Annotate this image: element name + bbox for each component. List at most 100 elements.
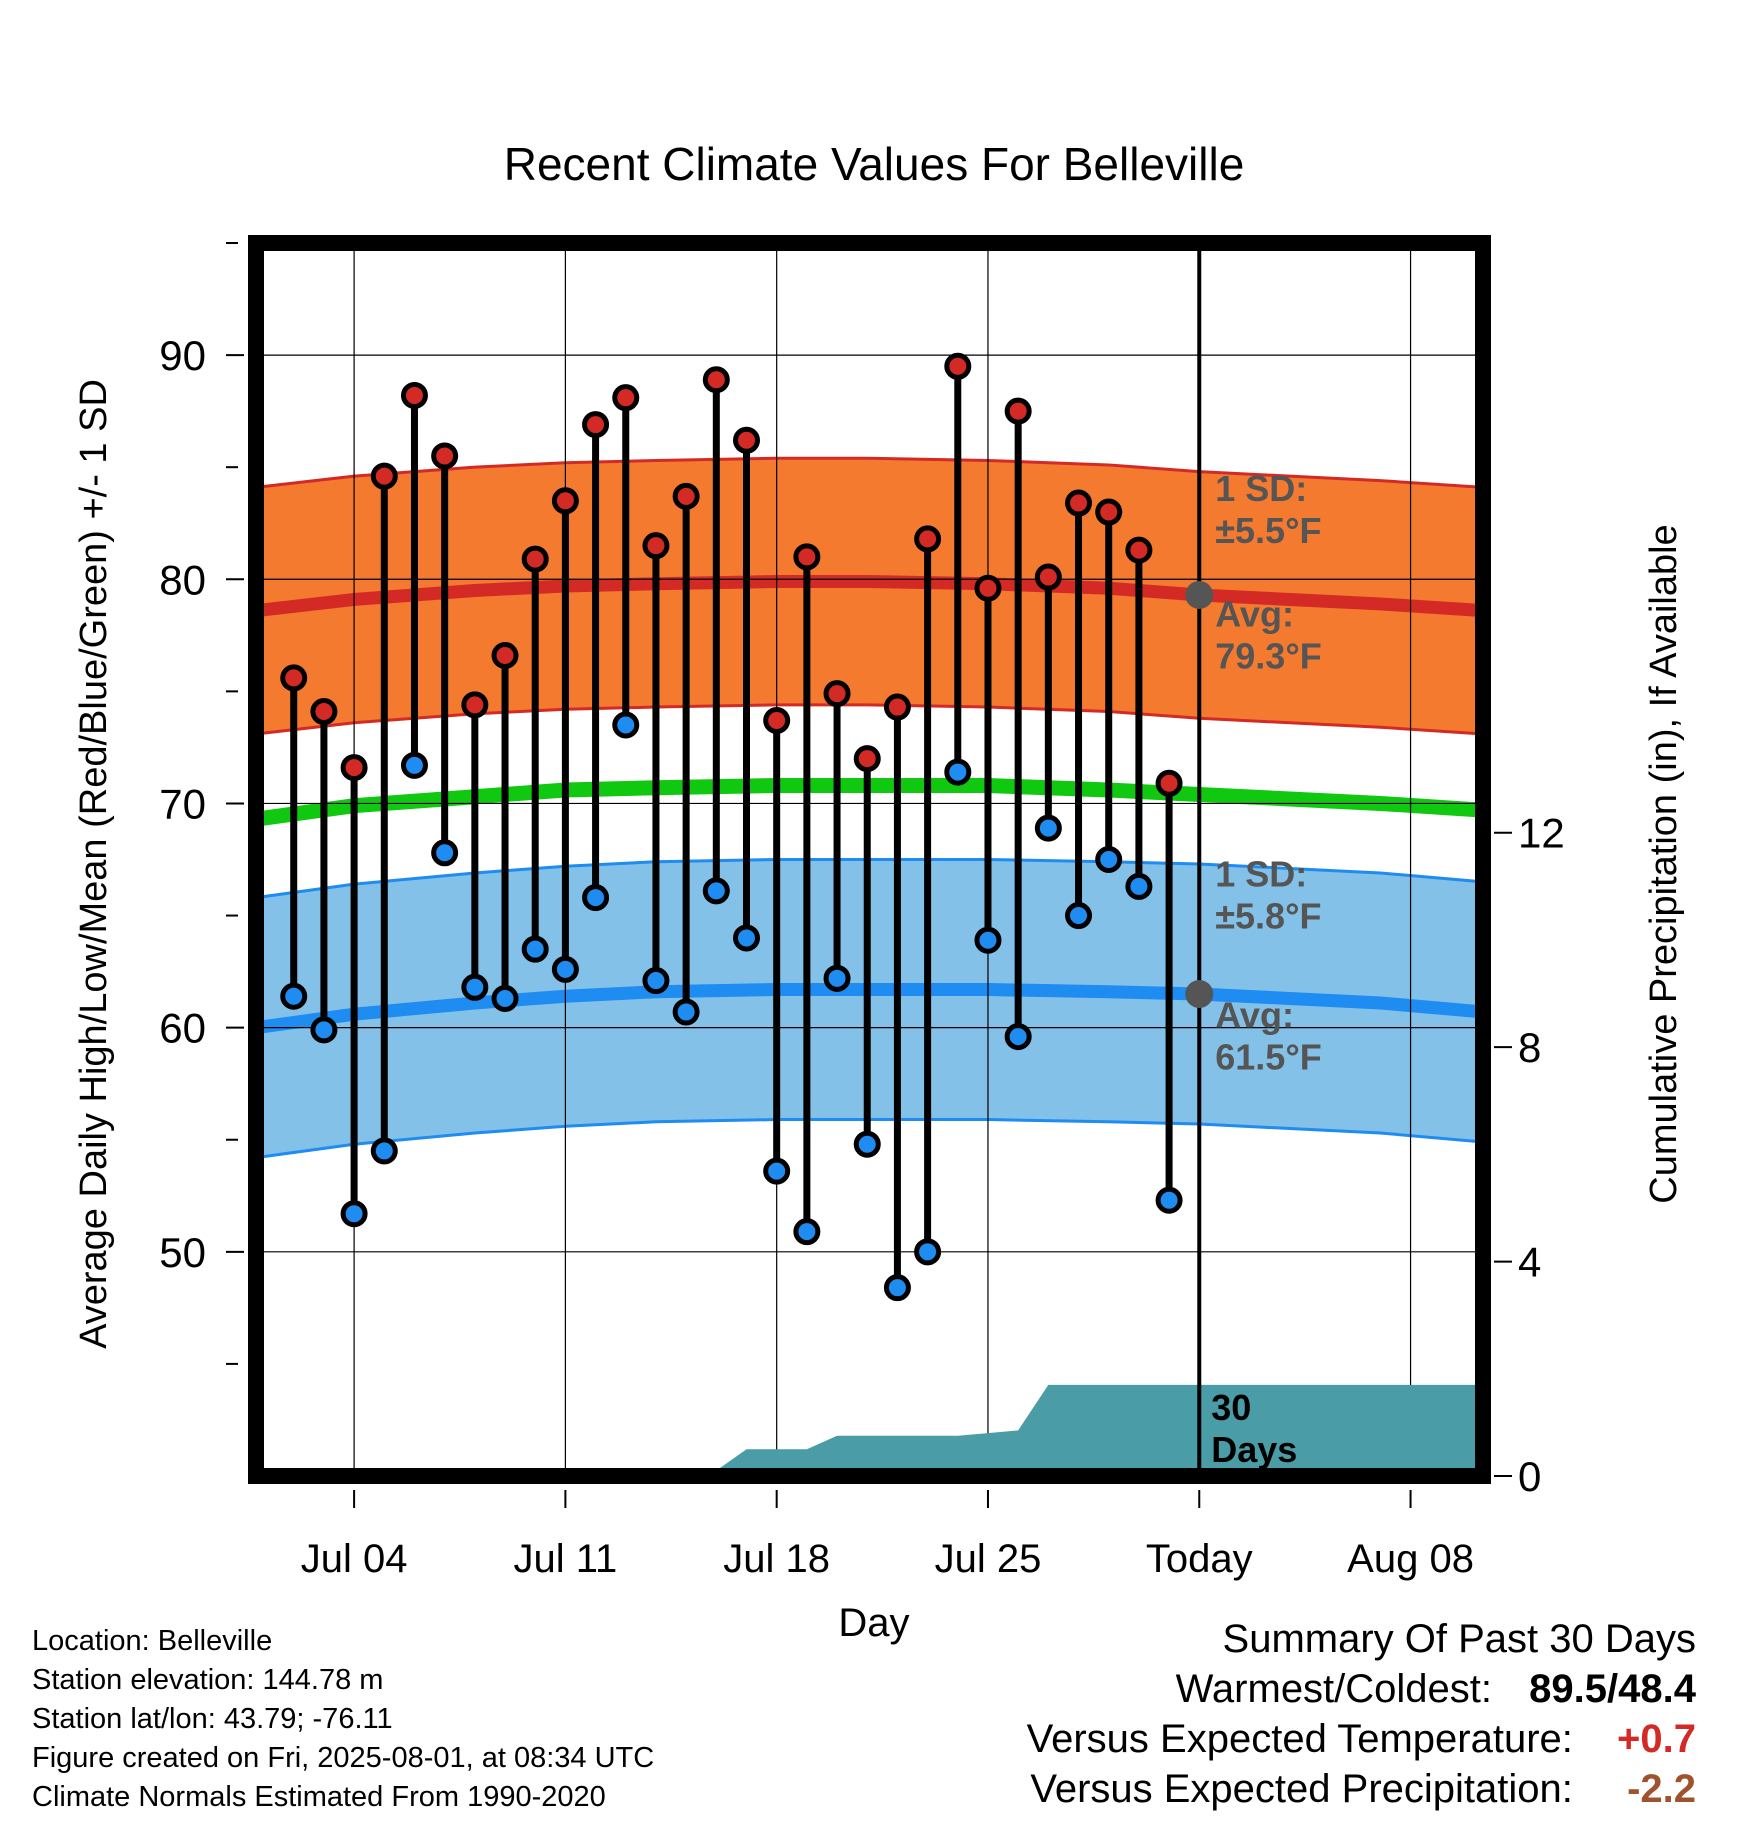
daily-high-point — [702, 366, 730, 394]
precip-area — [256, 1384, 1483, 1476]
high-normal-line — [255, 575, 1484, 618]
y2-tick-label: 12 — [1518, 810, 1565, 857]
summary-temp-label: Versus Expected Temperature: — [1026, 1717, 1573, 1761]
daily-high-point — [551, 487, 579, 515]
summary-precip-label: Versus Expected Precipitation: — [1030, 1767, 1573, 1811]
daily-low-point — [370, 1137, 398, 1165]
y-tick-label: 80 — [159, 556, 206, 603]
daily-low-point — [1095, 846, 1123, 873]
plot-frame — [248, 235, 1491, 1484]
x-tick-label: Jul 04 — [301, 1537, 408, 1581]
daily-low-point — [823, 964, 851, 992]
info-latlon: Station lat/lon: 43.79; -76.11 — [32, 1703, 393, 1735]
summary-heading: Summary Of Past 30 Days — [1222, 1617, 1696, 1661]
daily-low-point — [340, 1200, 368, 1228]
daily-high-point — [853, 745, 881, 773]
daily-low-point — [551, 955, 579, 983]
summary-warmest-high: 89.5 — [1529, 1667, 1608, 1711]
info-location: Location: Belleville — [32, 1625, 273, 1657]
x-tick-label: Today — [1146, 1537, 1253, 1581]
daily-low-point — [914, 1238, 942, 1266]
summary-temp-value: +0.7 — [1617, 1717, 1696, 1761]
thirty-days-annotation: 30 Days — [1211, 1387, 1297, 1470]
daily-high-point — [1155, 769, 1183, 797]
high-band-upper-edge — [255, 456, 1484, 489]
daily-high-point — [491, 641, 519, 669]
info-elevation: Station elevation: 144.78 m — [32, 1664, 384, 1696]
daily-low-point — [280, 982, 308, 1010]
station-info: Location: Belleville Station elevation: … — [32, 1622, 654, 1817]
summary-panel: Summary Of Past 30 Days Warmest/Coldest:… — [1027, 1614, 1696, 1814]
summary-warmest-sep: / — [1607, 1667, 1619, 1711]
info-normals: Climate Normals Estimated From 1990-2020 — [32, 1781, 606, 1813]
x-tick-label: Aug 08 — [1347, 1537, 1474, 1581]
summary-coldest-low: 48.4 — [1618, 1667, 1696, 1711]
daily-low-point — [702, 877, 730, 905]
y-axis-label: Average Daily High/Low/Mean (Red/Blue/Gr… — [73, 379, 115, 1349]
y2-axis-label: Cumulative Precipitation (in), If Availa… — [1643, 524, 1685, 1203]
high-sd-annotation: 1 SD: ±5.5°F — [1215, 468, 1321, 551]
daily-low-point — [672, 998, 700, 1026]
x-axis-label: Day — [838, 1601, 909, 1645]
daily-high-point — [1004, 397, 1032, 425]
daily-high-point — [732, 426, 760, 454]
daily-low-point — [793, 1218, 821, 1246]
summary-warmest-label: Warmest/Coldest: — [1175, 1667, 1493, 1711]
daily-low-point — [461, 973, 489, 1001]
daily-low-point — [883, 1274, 911, 1302]
daily-high-point — [461, 691, 489, 719]
summary-precip-value: -2.2 — [1627, 1767, 1696, 1811]
daily-low-point — [732, 924, 760, 952]
daily-low-point — [582, 884, 610, 912]
daily-low-point — [853, 1130, 881, 1158]
daily-high-point — [280, 664, 308, 692]
y-tick-label: 90 — [159, 332, 206, 379]
daily-high-point — [883, 693, 911, 721]
y2-tick-label: 0 — [1518, 1453, 1541, 1500]
daily-high-point — [310, 698, 338, 726]
daily-low-point — [763, 1157, 791, 1185]
low-avg-annotation: Avg: 61.5°F — [1215, 995, 1321, 1078]
daily-low-point — [1034, 814, 1062, 842]
daily-low-point — [1155, 1186, 1183, 1214]
daily-high-point — [1095, 498, 1123, 526]
daily-high-point — [400, 381, 428, 409]
y2-tick-label: 4 — [1518, 1239, 1541, 1286]
y-tick-label: 50 — [159, 1229, 206, 1276]
high-avg-annotation: Avg: 79.3°F — [1215, 593, 1321, 676]
x-tick-label: Jul 11 — [514, 1537, 618, 1581]
summary-warmest-coldest: Warmest/Coldest: 89.5/48.4 — [1027, 1664, 1696, 1714]
summary-warmest-value: 89.5/48.4 — [1529, 1664, 1696, 1714]
daily-low-point — [1004, 1023, 1032, 1051]
daily-low-point — [521, 935, 549, 963]
y-tick-label: 60 — [159, 1005, 206, 1052]
y-tick-label: 70 — [159, 780, 206, 827]
daily-low-point — [944, 758, 972, 786]
daily-high-point — [582, 411, 610, 439]
low-sd-annotation: 1 SD: ±5.8°F — [1215, 853, 1321, 936]
summary-temp-row: Versus Expected Temperature: +0.7 — [1027, 1714, 1696, 1764]
daily-low-point — [1125, 872, 1153, 900]
daily-high-point — [793, 543, 821, 571]
chart-title: Recent Climate Values For Belleville — [504, 138, 1245, 190]
y2-tick-label: 8 — [1518, 1024, 1541, 1071]
daily-high-point — [370, 462, 398, 490]
daily-low-point — [400, 751, 428, 779]
daily-high-point — [823, 680, 851, 708]
daily-low-point — [612, 711, 640, 739]
x-tick-label: Jul 25 — [935, 1537, 1042, 1581]
summary-precip-row: Versus Expected Precipitation: -2.2 — [1027, 1764, 1696, 1814]
info-created: Figure created on Fri, 2025-08-01, at 08… — [32, 1742, 655, 1774]
daily-high-point — [974, 574, 1002, 602]
daily-low-point — [310, 1016, 338, 1044]
daily-high-point — [914, 525, 942, 553]
daily-high-point — [340, 754, 368, 782]
daily-high-point — [944, 352, 972, 380]
daily-high-point — [1065, 489, 1093, 517]
daily-high-point — [642, 532, 670, 560]
today-high-normal-marker — [1185, 580, 1214, 609]
daily-high-point — [521, 545, 549, 573]
daily-high-point — [763, 707, 791, 735]
daily-low-point — [1065, 902, 1093, 930]
